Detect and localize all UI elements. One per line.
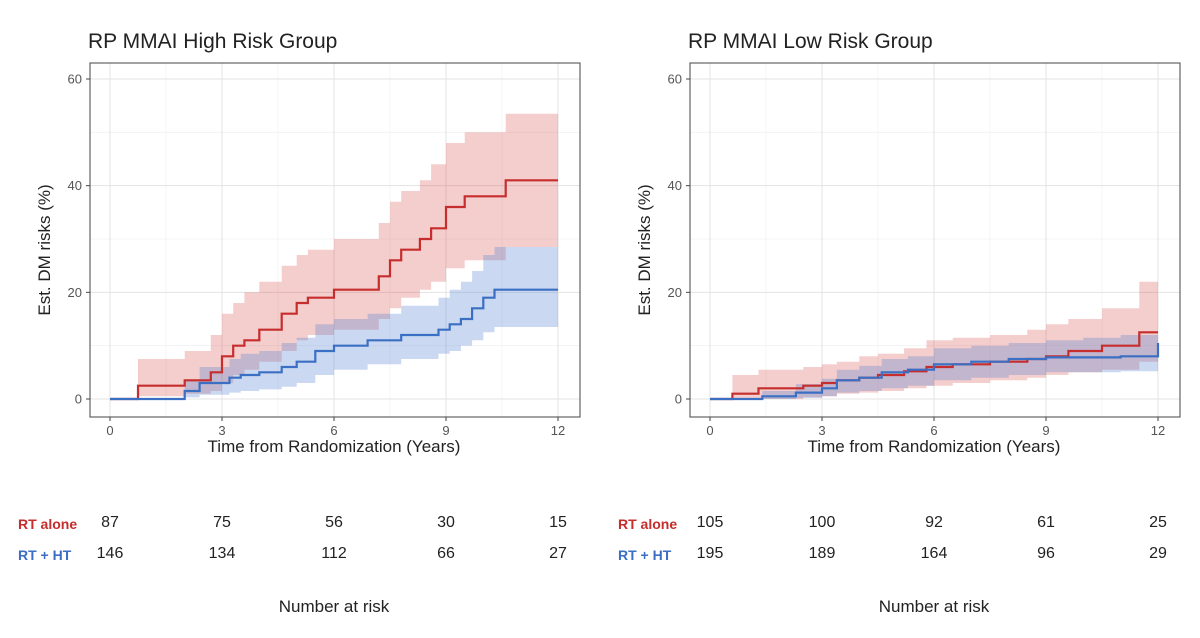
x-tick-label: 3 xyxy=(818,423,825,438)
ci-band-rt-alone xyxy=(710,281,1158,399)
risk-count: 29 xyxy=(1149,545,1167,562)
risk-count: 96 xyxy=(1037,545,1055,562)
km-curve-rt-alone xyxy=(710,331,1158,401)
risk-count: 146 xyxy=(96,545,124,562)
chart-title: RP MMAI High Risk Group xyxy=(88,30,338,53)
plot-frame xyxy=(89,62,581,418)
risk-count: 134 xyxy=(208,545,236,562)
risk-row-label-rt-ht: RT + HT xyxy=(18,547,72,563)
km-curve-rt-alone xyxy=(110,179,558,401)
y-tick-label: 40 xyxy=(68,178,82,193)
risk-count: 100 xyxy=(808,514,836,531)
risk-count: 27 xyxy=(549,545,567,562)
risk-row-label-rt-alone: RT alone xyxy=(618,516,678,532)
km-plot-low-risk: 0 3 6 9 12 0 20 40 60 xyxy=(668,62,1181,438)
x-tick-label: 12 xyxy=(1151,423,1165,438)
km-plot-high-risk: 0 3 6 9 12 0 20 40 60 xyxy=(68,62,581,438)
x-tick-label: 0 xyxy=(106,423,113,438)
risk-count: 92 xyxy=(925,514,943,531)
x-axis-label: Time from Randomization (Years) xyxy=(207,437,461,456)
risk-row-label-rt-ht: RT + HT xyxy=(618,547,672,563)
y-tick-label: 20 xyxy=(668,285,682,300)
chart-title: RP MMAI Low Risk Group xyxy=(688,30,933,53)
grid xyxy=(690,63,1180,417)
risk-count: 75 xyxy=(213,514,231,531)
x-axis-label: Time from Randomization (Years) xyxy=(807,437,1061,456)
y-tick-label: 20 xyxy=(68,285,82,300)
x-tick-label: 9 xyxy=(1042,423,1049,438)
risk-count: 87 xyxy=(101,514,119,531)
risk-count: 164 xyxy=(920,545,948,562)
high-risk-panel: RP MMAI High Risk Group Est. DM risks (%… xyxy=(18,30,581,616)
x-tick-label: 6 xyxy=(330,423,337,438)
ci-band-rt-ht xyxy=(110,247,558,399)
risk-table-caption: Number at risk xyxy=(878,597,990,616)
km-curve-rt-ht xyxy=(110,288,558,401)
risk-count: 195 xyxy=(696,545,724,562)
y-tick-label: 40 xyxy=(668,178,682,193)
risk-row-label-rt-alone: RT alone xyxy=(18,516,78,532)
risk-count: 189 xyxy=(808,545,836,562)
plot-frame xyxy=(689,62,1181,418)
x-tick-label: 6 xyxy=(930,423,937,438)
km-curve-rt-ht xyxy=(710,343,1160,401)
risk-count: 30 xyxy=(437,514,455,531)
low-risk-panel: RP MMAI Low Risk Group Est. DM risks (%)… xyxy=(600,0,1200,638)
plot-background xyxy=(90,63,580,417)
ci-band-rt-alone xyxy=(110,113,558,399)
y-tick-label: 60 xyxy=(668,72,682,87)
risk-table-caption: Number at risk xyxy=(278,597,390,616)
risk-count: 15 xyxy=(549,514,567,531)
risk-count: 61 xyxy=(1037,514,1055,531)
y-tick-label: 60 xyxy=(68,72,82,87)
x-tick-label: 0 xyxy=(706,423,713,438)
risk-count: 25 xyxy=(1149,514,1167,531)
x-tick-label: 9 xyxy=(442,423,449,438)
x-tick-label: 3 xyxy=(218,423,225,438)
risk-count: 105 xyxy=(696,514,724,531)
ci-band-rt-ht xyxy=(710,313,1158,399)
x-tick-label: 12 xyxy=(551,423,565,438)
risk-count: 56 xyxy=(325,514,343,531)
risk-count: 112 xyxy=(321,545,347,562)
y-tick-label: 0 xyxy=(75,392,82,407)
y-tick-label: 0 xyxy=(675,392,682,407)
risk-count: 66 xyxy=(437,545,455,562)
